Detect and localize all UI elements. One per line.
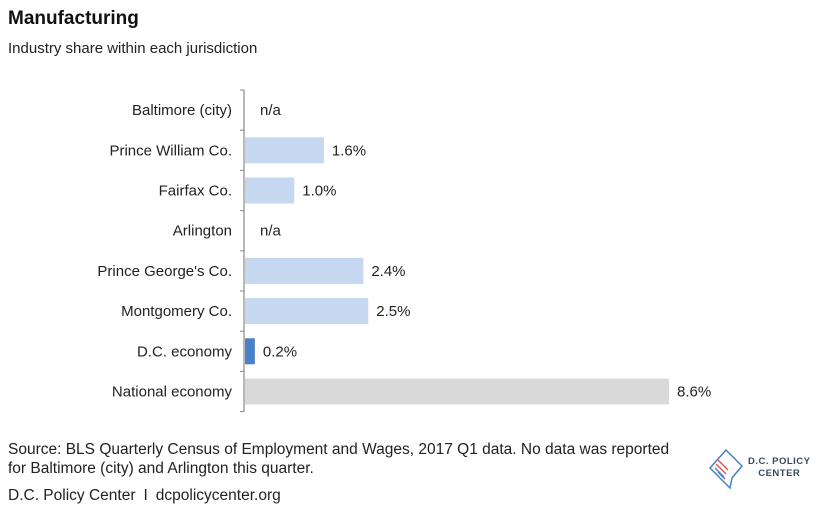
data-label: 1.0% [302,183,336,200]
bar [245,298,369,325]
logo-line2: CENTER [758,468,801,479]
category-label: Baltimore (city) [132,102,232,119]
bar [245,338,255,365]
category-label: Arlington [173,223,232,240]
bar [245,137,324,164]
data-label: n/a [260,102,282,119]
credit-separator: I [143,487,148,504]
category-label: Montgomery Co. [121,303,232,320]
data-label: 0.2% [263,343,297,360]
category-label: Fairfax Co. [159,183,232,200]
credit-org: D.C. Policy Center [8,487,136,504]
dc-map-icon [708,448,744,490]
data-label: 1.6% [332,142,366,159]
chart-subtitle: Industry share within each jurisdiction [8,40,258,57]
category-label: Prince William Co. [109,142,232,159]
category-label: D.C. economy [137,343,233,360]
logo-line1: D.C. POLICY [748,456,811,467]
bar-chart: Baltimore (city) n/a Prince William Co. 1.6… [97,89,711,413]
data-label: 8.6% [677,384,711,401]
data-label: n/a [260,223,282,240]
bar [245,378,669,405]
bar [245,177,295,204]
dc-policy-center-logo: D.C. POLICY CENTER [706,446,818,490]
bar [245,257,364,284]
source-note: Source: BLS Quarterly Census of Employme… [8,441,670,477]
category-label: Prince George's Co. [97,263,232,280]
data-label: 2.4% [371,263,405,280]
category-label: National economy [112,384,233,401]
credit-url[interactable]: dcpolicycenter.org [155,487,281,504]
data-label: 2.5% [376,303,410,320]
chart-title: Manufacturing [8,8,139,29]
logo-text: D.C. POLICY CENTER [748,456,811,480]
